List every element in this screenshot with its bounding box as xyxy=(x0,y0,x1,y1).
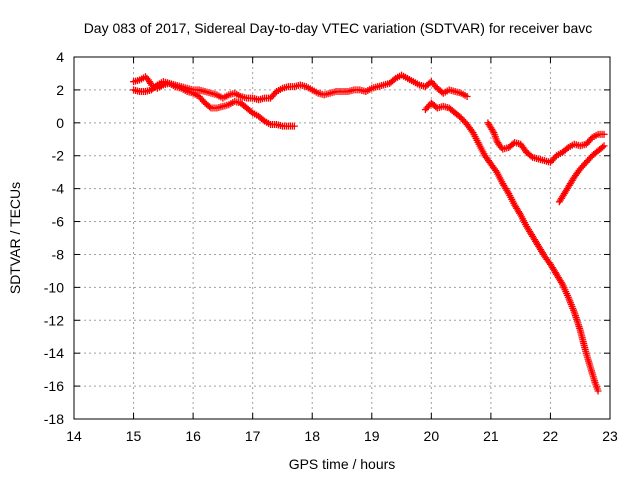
grid xyxy=(73,56,611,420)
data-point xyxy=(290,122,298,130)
x-tick-label: 20 xyxy=(424,428,440,444)
data-point xyxy=(594,387,602,395)
y-tick-labels: -18 -16 -14 -12 -10 -8 -6 -4 -2 0 2 4 xyxy=(44,49,64,427)
axis-ticks xyxy=(73,56,611,420)
data-point xyxy=(205,103,213,111)
chart-title: Day 083 of 2017, Sidereal Day-to-day VTE… xyxy=(84,20,593,36)
data-point xyxy=(463,92,471,100)
x-tick-label: 14 xyxy=(66,428,82,444)
data-point xyxy=(516,209,524,217)
data-point xyxy=(600,142,608,150)
y-tick-label: -10 xyxy=(44,279,64,295)
plot-frame xyxy=(73,56,611,420)
y-tick-label: -14 xyxy=(44,345,64,361)
x-tick-label: 21 xyxy=(483,428,499,444)
data-series xyxy=(130,71,608,395)
x-tick-label: 22 xyxy=(543,428,559,444)
x-tick-label: 23 xyxy=(602,428,618,444)
series-arc-2 xyxy=(130,78,298,130)
data-point xyxy=(504,188,512,196)
data-point xyxy=(599,143,607,151)
series-arc-3 xyxy=(421,99,602,395)
x-tick-label: 15 xyxy=(126,428,142,444)
x-tick-label: 17 xyxy=(245,428,261,444)
y-tick-label: -16 xyxy=(44,378,64,394)
series-arc-5 xyxy=(555,142,608,206)
x-axis-label: GPS time / hours xyxy=(289,456,396,472)
data-point xyxy=(489,127,497,135)
x-tick-label: 19 xyxy=(364,428,380,444)
y-tick-label: -8 xyxy=(52,246,65,262)
series-arc-4 xyxy=(484,119,608,166)
y-tick-label: -12 xyxy=(44,312,64,328)
data-point xyxy=(468,127,476,135)
x-tick-label: 16 xyxy=(185,428,201,444)
y-tick-label: -2 xyxy=(52,148,65,164)
y-tick-label: 4 xyxy=(56,49,64,65)
data-point xyxy=(600,130,608,138)
y-tick-label: -4 xyxy=(52,181,65,197)
data-point xyxy=(492,167,500,175)
y-tick-label: 0 xyxy=(56,115,64,131)
x-tick-label: 18 xyxy=(304,428,320,444)
y-axis-label: SDTVAR / TECUs xyxy=(7,182,23,294)
x-tick-labels: 14 15 16 17 18 19 20 21 22 23 xyxy=(66,428,618,444)
y-tick-label: -6 xyxy=(52,214,65,230)
y-tick-label: -18 xyxy=(44,411,64,427)
data-point xyxy=(557,278,565,286)
y-tick-label: 2 xyxy=(56,82,64,98)
